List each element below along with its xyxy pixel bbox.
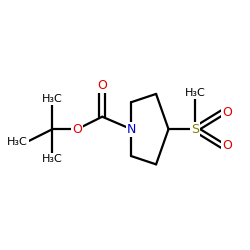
Text: S: S xyxy=(192,123,200,136)
Text: H₃C: H₃C xyxy=(185,88,206,98)
Text: O: O xyxy=(222,106,232,119)
Text: O: O xyxy=(97,79,107,92)
Text: H₃C: H₃C xyxy=(42,154,63,164)
Text: H₃C: H₃C xyxy=(42,94,63,104)
Text: O: O xyxy=(72,123,82,136)
Text: O: O xyxy=(222,139,232,152)
Text: H₃C: H₃C xyxy=(7,136,28,146)
Text: N: N xyxy=(126,123,136,136)
